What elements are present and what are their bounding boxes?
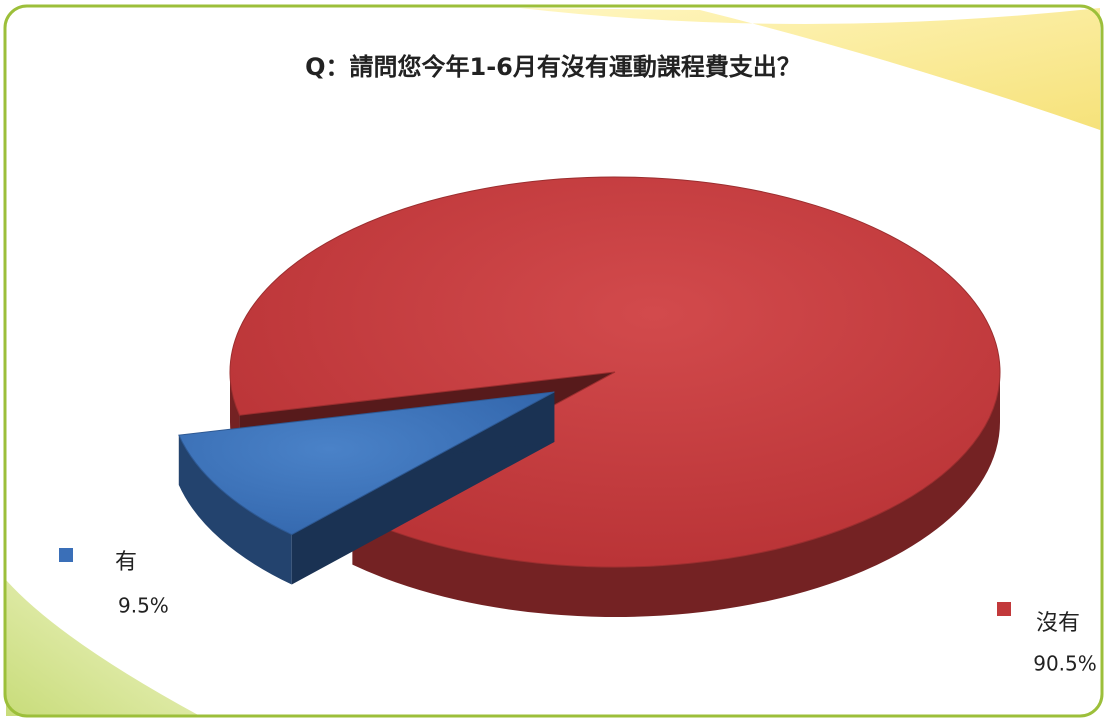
decoration	[6, 580, 200, 716]
slice	[229, 176, 1001, 568]
slice-side	[178, 435, 292, 585]
pie	[178, 176, 1001, 617]
data-label: 90.5%	[1033, 652, 1097, 676]
slice-side	[352, 372, 1000, 617]
legend-label: 有	[115, 550, 137, 575]
frame	[3, 4, 1104, 718]
decoration	[520, 8, 1100, 130]
legend-swatch	[997, 602, 1011, 616]
chart-title: Q：請問您今年1-6月有沒有運動課程費支出？	[305, 53, 801, 81]
legend-label: 沒有	[1036, 611, 1080, 636]
data-label: 9.5%	[118, 594, 169, 618]
legend-swatch	[59, 548, 73, 562]
slice	[178, 391, 555, 536]
